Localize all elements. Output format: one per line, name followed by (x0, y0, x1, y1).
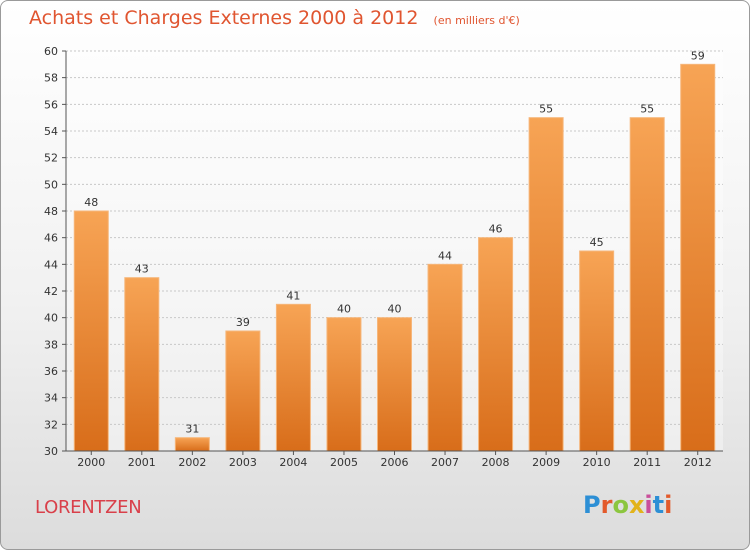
y-tick-label: 50 (44, 178, 58, 191)
x-tick-label: 2012 (684, 456, 712, 469)
x-tick-label: 2001 (128, 456, 156, 469)
data-label: 48 (84, 196, 98, 209)
y-tick-label: 60 (44, 45, 58, 58)
x-tick-label: 2009 (532, 456, 560, 469)
y-tick-label: 32 (44, 418, 58, 431)
x-tick-label: 2011 (633, 456, 661, 469)
bar (377, 317, 412, 452)
bar (680, 63, 716, 452)
data-label: 39 (236, 316, 250, 329)
y-tick-label: 34 (44, 392, 58, 405)
bar (124, 277, 160, 452)
y-tick-label: 42 (44, 285, 58, 298)
data-label: 55 (539, 103, 553, 116)
y-tick-label: 56 (44, 98, 58, 111)
data-label: 46 (489, 223, 503, 236)
logo-letter: i (664, 491, 673, 519)
bar (629, 117, 665, 452)
y-tick-label: 54 (44, 125, 58, 138)
data-label: 44 (438, 249, 452, 262)
data-label: 40 (388, 303, 402, 316)
proxiti-logo: Proxiti (583, 491, 672, 519)
chart-title: Achats et Charges Externes 2000 à 2012 (29, 7, 419, 29)
x-tick-label: 2005 (330, 456, 358, 469)
x-tick-label: 2006 (381, 456, 409, 469)
x-tick-label: 2008 (482, 456, 510, 469)
y-tick-label: 46 (44, 232, 58, 245)
logo-letter: o (612, 491, 629, 519)
y-tick-label: 40 (44, 312, 58, 325)
logo-letter: P (583, 491, 601, 519)
x-tick-label: 2010 (583, 456, 611, 469)
data-label: 55 (640, 103, 654, 116)
y-tick-label: 48 (44, 205, 58, 218)
y-tick-label: 36 (44, 365, 58, 378)
bar (579, 250, 615, 452)
title-row: Achats et Charges Externes 2000 à 2012 (… (29, 7, 520, 29)
logo-letter: i (644, 491, 653, 519)
bar (73, 210, 109, 452)
chart-subtitle: (en milliers d'€) (433, 14, 520, 27)
data-label: 41 (286, 289, 300, 302)
x-tick-label: 2004 (279, 456, 307, 469)
y-tick-label: 52 (44, 152, 58, 165)
y-tick-label: 38 (44, 338, 58, 351)
y-tick-label: 44 (44, 258, 58, 271)
bar (275, 303, 311, 452)
bar (478, 237, 514, 452)
data-label: 31 (185, 423, 199, 436)
data-label: 43 (135, 263, 149, 276)
bar (528, 117, 564, 452)
data-label: 59 (691, 49, 705, 62)
bar (326, 317, 362, 452)
bar (225, 330, 261, 452)
logo-letter: t (652, 491, 665, 519)
y-tick-label: 58 (44, 72, 58, 85)
x-tick-label: 2000 (77, 456, 105, 469)
data-label: 45 (590, 236, 604, 249)
x-tick-label: 2003 (229, 456, 257, 469)
town-name: LORENTZEN (35, 497, 142, 518)
x-tick-label: 2002 (178, 456, 206, 469)
bar (174, 437, 210, 452)
logo-letter: r (600, 491, 613, 519)
logo-letter: x (628, 491, 645, 519)
y-tick-label: 30 (44, 445, 58, 458)
data-label: 40 (337, 303, 351, 316)
bar (427, 263, 463, 452)
x-tick-label: 2007 (431, 456, 459, 469)
